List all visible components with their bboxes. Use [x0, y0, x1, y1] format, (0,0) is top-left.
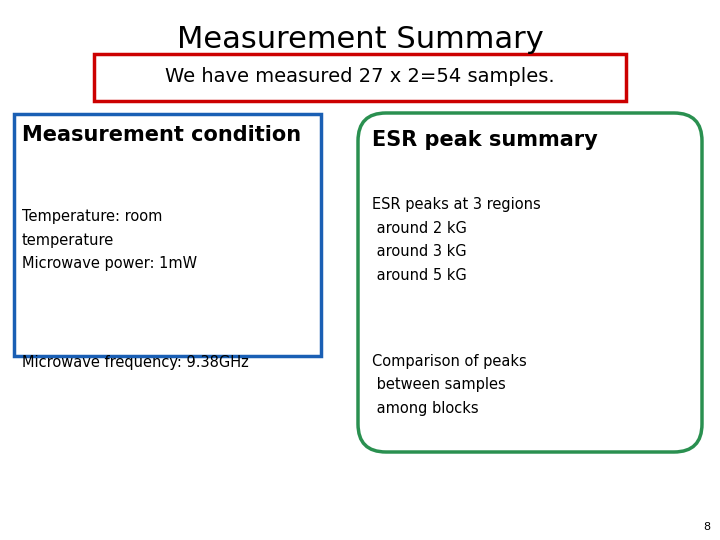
Text: Temperature: room
temperature
Microwave power: 1mW: Temperature: room temperature Microwave …: [22, 209, 197, 271]
FancyBboxPatch shape: [94, 54, 626, 101]
Text: ESR peak summary: ESR peak summary: [372, 130, 598, 150]
Text: Measurement condition: Measurement condition: [22, 125, 301, 145]
Text: We have measured 27 x 2=54 samples.: We have measured 27 x 2=54 samples.: [165, 68, 555, 86]
Text: ESR peaks at 3 regions
 around 2 kG
 around 3 kG
 around 5 kG: ESR peaks at 3 regions around 2 kG aroun…: [372, 198, 541, 282]
Text: Comparison of peaks
 between samples
 among blocks: Comparison of peaks between samples amon…: [372, 354, 527, 416]
FancyBboxPatch shape: [358, 113, 702, 452]
Text: 8: 8: [703, 522, 710, 532]
Text: Measurement Summary: Measurement Summary: [176, 25, 544, 55]
Text: Microwave frequency: 9.38GHz: Microwave frequency: 9.38GHz: [22, 354, 248, 369]
FancyBboxPatch shape: [14, 114, 321, 356]
